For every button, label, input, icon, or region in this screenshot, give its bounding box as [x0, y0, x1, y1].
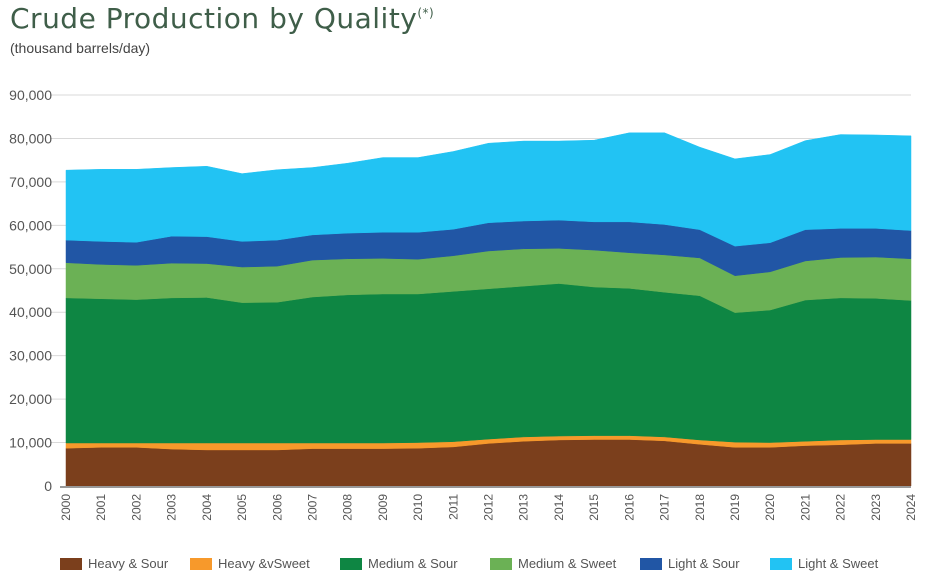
y-tick-label: 70,000: [9, 174, 52, 190]
chart-subtitle: (thousand barrels/day): [10, 40, 151, 56]
x-tick-label: 2022: [834, 494, 848, 521]
legend-label: Medium & Sour: [368, 556, 458, 571]
x-tick-label: 2014: [552, 494, 566, 521]
y-tick-label: 30,000: [9, 348, 52, 364]
y-tick-label: 50,000: [9, 261, 52, 277]
chart-title-text: Crude Production by Quality: [10, 2, 418, 35]
legend-item: Heavy & Sour: [60, 556, 168, 571]
x-tick-label: 2018: [693, 494, 707, 521]
legend-item: Light & Sweet: [770, 556, 878, 571]
y-tick-label: 0: [44, 478, 52, 494]
x-tick-label: 2011: [446, 494, 460, 520]
x-tick-label: 2008: [341, 494, 355, 521]
x-tick-label: 2004: [200, 494, 214, 521]
area-medium-sour: [65, 283, 912, 444]
legend-swatch: [60, 557, 82, 570]
x-tick-label: 2012: [482, 494, 496, 521]
y-tick-label: 10,000: [9, 435, 52, 451]
x-tick-label: 2002: [129, 494, 143, 521]
y-tick-label: 20,000: [9, 391, 52, 407]
legend-item: Medium & Sweet: [490, 556, 616, 571]
legend-swatch: [770, 557, 792, 570]
y-tick-label: 40,000: [9, 304, 52, 320]
legend-swatch: [640, 557, 662, 570]
x-tick-label: 2024: [904, 494, 918, 521]
x-tick-label: 2010: [411, 494, 425, 521]
legend-swatch: [340, 557, 362, 570]
x-tick-label: 2023: [869, 494, 883, 521]
legend-label: Heavy &vSweet: [218, 556, 310, 571]
x-tick-label: 2000: [59, 494, 73, 521]
legend: Heavy & Sour Heavy &vSweet Medium & Sour Me…: [0, 556, 940, 576]
x-tick-label: 2003: [165, 494, 179, 521]
x-tick-label: 2021: [798, 494, 812, 521]
legend-label: Light & Sweet: [798, 556, 879, 571]
legend-item: Light & Sour: [640, 556, 740, 571]
area-light-sweet: [65, 132, 912, 247]
x-tick-label: 2007: [305, 494, 319, 521]
x-tick-label: 2005: [235, 494, 249, 521]
legend-item: Heavy &vSweet: [190, 556, 310, 571]
x-tick-label: 2013: [517, 494, 531, 521]
chart-title: Crude Production by Quality(*): [10, 2, 434, 35]
legend-label: Heavy & Sour: [88, 556, 169, 571]
x-tick-label: 2016: [622, 494, 636, 521]
y-tick-label: 90,000: [9, 87, 52, 103]
x-tick-label: 2017: [658, 494, 672, 521]
x-tick-label: 2015: [587, 494, 601, 521]
y-tick-label: 60,000: [9, 217, 52, 233]
legend-item: Medium & Sour: [340, 556, 458, 571]
x-tick-label: 2006: [270, 494, 284, 521]
legend-swatch: [190, 557, 212, 570]
x-tick-label: 2001: [94, 494, 108, 521]
x-tick-label: 2009: [376, 494, 390, 521]
legend-label: Light & Sour: [668, 556, 740, 571]
chart-title-footnote-mark: (*): [417, 6, 435, 20]
y-tick-label: 80,000: [9, 130, 52, 146]
legend-swatch: [490, 557, 512, 570]
x-tick-label: 2020: [763, 494, 777, 521]
legend-label: Medium & Sweet: [518, 556, 617, 571]
x-tick-label: 2019: [728, 494, 742, 521]
